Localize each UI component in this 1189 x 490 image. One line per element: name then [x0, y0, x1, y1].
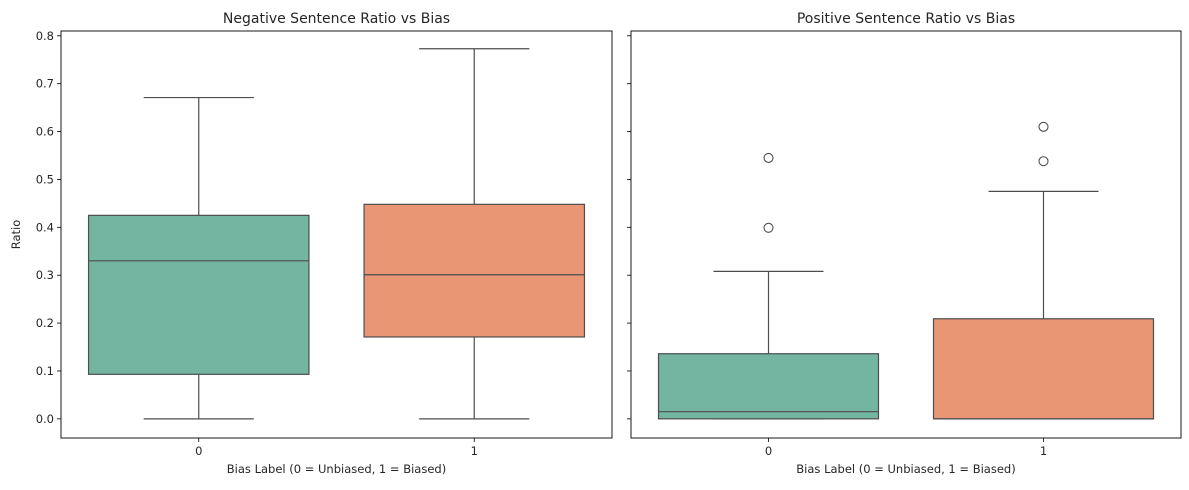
y-tick-label: 0.8	[36, 29, 54, 43]
x-tick-label: 1	[1040, 444, 1047, 458]
iqr-box	[87, 214, 310, 375]
chart-title: Positive Sentence Ratio vs Bias	[797, 11, 1015, 27]
iqr-box	[657, 353, 880, 420]
x-tick-label: 0	[195, 444, 202, 458]
outlier-point	[1038, 156, 1049, 167]
negative-ratio-panel: Negative Sentence Ratio vs Bias 0.0 0.1 0.2…	[9, 11, 613, 476]
y-tick-label: 0.3	[36, 268, 54, 282]
y-tick-label: 0.0	[36, 412, 54, 426]
iqr-box	[932, 318, 1155, 420]
box-group-1	[932, 121, 1155, 420]
y-tick-label: 0.2	[36, 316, 54, 330]
y-tick-label: 0.6	[36, 125, 54, 139]
outlier-point	[1038, 121, 1049, 132]
x-tick-label: 0	[765, 444, 772, 458]
y-axis-label: Ratio	[9, 220, 23, 250]
outlier-point	[763, 222, 774, 233]
x-tick-label: 1	[471, 444, 478, 458]
y-tick-label: 0.5	[36, 172, 54, 186]
positive-ratio-panel: Positive Sentence Ratio vs Bias 0 1 Bias La…	[627, 11, 1182, 476]
plot-frame	[60, 30, 613, 439]
y-tick-label: 0.1	[36, 364, 54, 378]
y-tick-label: 0.7	[36, 77, 54, 91]
x-axis-label: Bias Label (0 = Unbiased, 1 = Biased)	[796, 462, 1015, 476]
iqr-box	[363, 203, 586, 338]
box-group-0	[657, 152, 880, 420]
box-group-1	[363, 48, 586, 420]
y-tick-label: 0.4	[36, 220, 54, 234]
plot-frame	[630, 30, 1182, 439]
outlier-point	[763, 152, 774, 163]
chart-title: Negative Sentence Ratio vs Bias	[223, 11, 450, 27]
box-group-0	[87, 96, 310, 420]
x-axis-label: Bias Label (0 = Unbiased, 1 = Biased)	[227, 462, 446, 476]
